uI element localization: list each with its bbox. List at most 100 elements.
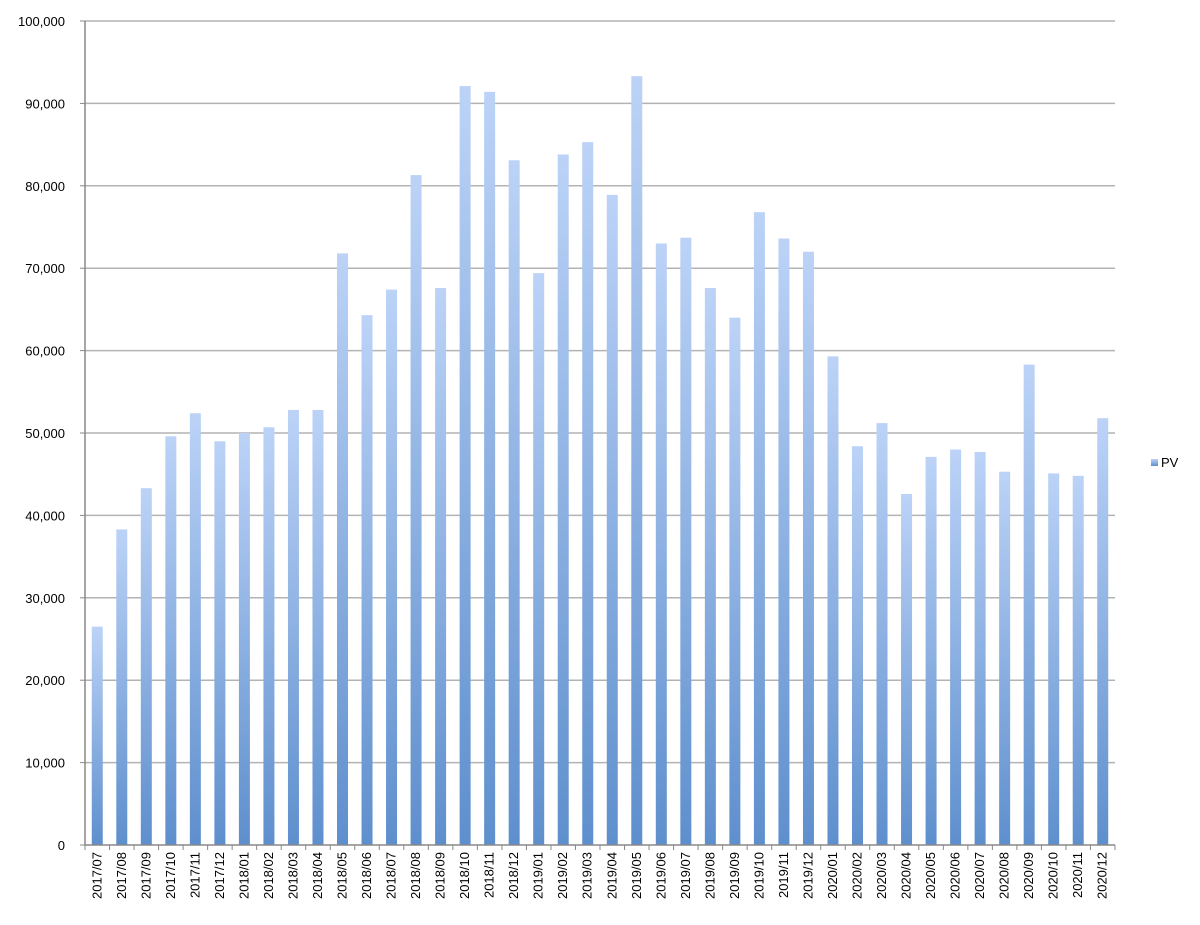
- x-tick-label: 2020/02: [850, 852, 865, 899]
- y-tick-label: 60,000: [25, 344, 65, 359]
- x-tick-label: 2019/01: [531, 852, 546, 899]
- bar: [263, 427, 275, 845]
- bar: [827, 356, 839, 845]
- x-tick-label: 2017/10: [163, 852, 178, 899]
- bar: [116, 529, 128, 845]
- bar: [925, 456, 937, 845]
- bar: [312, 409, 324, 845]
- bar: [165, 436, 177, 845]
- x-tick-label: 2020/03: [874, 852, 889, 899]
- bar: [189, 413, 201, 845]
- bar: [582, 142, 594, 846]
- x-tick-label: 2019/04: [604, 852, 619, 899]
- x-tick-label: 2017/07: [89, 852, 104, 899]
- bar: [557, 154, 569, 845]
- x-tick-label: 2017/11: [187, 852, 202, 898]
- x-tick-label: 2018/02: [261, 852, 276, 899]
- x-tick-label: 2018/03: [285, 852, 300, 899]
- x-tick-label: 2019/11: [776, 852, 791, 898]
- x-tick-label: 2020/09: [1021, 852, 1036, 899]
- bar: [140, 488, 152, 845]
- y-tick-label: 70,000: [25, 261, 65, 276]
- x-tick-label: 2019/03: [580, 852, 595, 899]
- bar: [876, 423, 888, 845]
- x-tick-label: 2017/09: [138, 852, 153, 899]
- y-tick-label: 10,000: [25, 756, 65, 771]
- bar: [606, 194, 618, 845]
- x-tick-label: 2020/11: [1070, 852, 1085, 898]
- x-tick-label: 2020/12: [1095, 852, 1110, 899]
- bar: [852, 446, 863, 845]
- x-tick-label: 2018/06: [359, 852, 374, 899]
- x-tick-label: 2018/07: [384, 852, 399, 899]
- legend-label: PV: [1161, 455, 1179, 470]
- bar: [361, 315, 373, 846]
- x-tick-label: 2020/01: [825, 852, 840, 899]
- y-tick-label: 80,000: [25, 179, 65, 194]
- bar: [435, 287, 447, 845]
- x-tick-label: 2018/08: [408, 852, 423, 899]
- x-tick-label: 2017/12: [212, 852, 227, 899]
- bar: [950, 449, 962, 845]
- bar: [508, 160, 520, 846]
- x-tick-label: 2019/08: [702, 852, 717, 899]
- bar: [1097, 418, 1109, 845]
- x-tick-label: 2020/05: [923, 852, 938, 899]
- bar: [214, 441, 226, 845]
- bar: [729, 317, 741, 845]
- x-tick-label: 2018/05: [335, 852, 350, 899]
- bar: [631, 76, 643, 845]
- x-tick-label: 2019/02: [555, 852, 570, 899]
- gridlines: [85, 20, 1115, 764]
- x-tick-label: 2019/07: [678, 852, 693, 899]
- bar: [974, 451, 986, 845]
- x-tick-label: 2019/12: [800, 852, 815, 899]
- x-tick-label: 2019/10: [751, 852, 766, 899]
- bar: [238, 433, 250, 845]
- legend-swatch: [1151, 459, 1158, 466]
- bar: [901, 493, 913, 845]
- bar: [410, 175, 422, 845]
- x-tick-label: 2019/06: [653, 852, 668, 899]
- bar: [778, 238, 790, 845]
- x-tick-label: 2020/08: [997, 852, 1012, 899]
- y-tick-label: 40,000: [25, 508, 65, 523]
- bar: [337, 253, 348, 846]
- x-tick-label: 2017/08: [114, 852, 129, 899]
- x-tick-label: 2019/09: [727, 852, 742, 899]
- bar: [533, 273, 545, 845]
- bar: [287, 409, 299, 845]
- x-tick-label: 2019/05: [629, 852, 644, 899]
- legend: PV: [1151, 455, 1179, 470]
- x-tick-label: 2020/06: [948, 852, 963, 899]
- y-axis-tick-labels: 0 10,000 20,000 30,000 40,000 50,000 60,000 70,…: [18, 14, 85, 853]
- bar: [655, 243, 667, 846]
- x-tick-label: 2020/10: [1046, 852, 1061, 899]
- y-tick-label: 100,000: [18, 14, 65, 29]
- bar: [386, 289, 398, 845]
- x-tick-label: 2018/12: [506, 852, 521, 899]
- y-tick-label: 50,000: [25, 426, 65, 441]
- x-tick-label: 2018/01: [236, 852, 251, 899]
- bar: [459, 86, 471, 845]
- y-tick-label: 90,000: [25, 96, 65, 111]
- y-tick-label: 30,000: [25, 591, 65, 606]
- bar: [1023, 364, 1035, 845]
- x-tick-label: 2018/11: [482, 852, 497, 898]
- bars: [91, 76, 1109, 846]
- y-tick-label: 0: [58, 838, 65, 853]
- bar: [1048, 473, 1060, 845]
- bar: [91, 626, 103, 845]
- x-tick-label: 2018/04: [310, 852, 325, 899]
- x-axis-tick-labels: 2017/07 2017/08 2017/09 2017/10 2017/11 2017/…: [84, 845, 1116, 899]
- bar: [680, 237, 692, 845]
- bar: [704, 287, 716, 845]
- bar: [753, 212, 765, 846]
- y-tick-label: 20,000: [25, 673, 65, 688]
- bar: [999, 471, 1011, 845]
- x-tick-label: 2020/04: [899, 852, 914, 899]
- bar: [1072, 475, 1084, 845]
- x-tick-label: 2020/07: [972, 852, 987, 899]
- bar: [802, 251, 814, 846]
